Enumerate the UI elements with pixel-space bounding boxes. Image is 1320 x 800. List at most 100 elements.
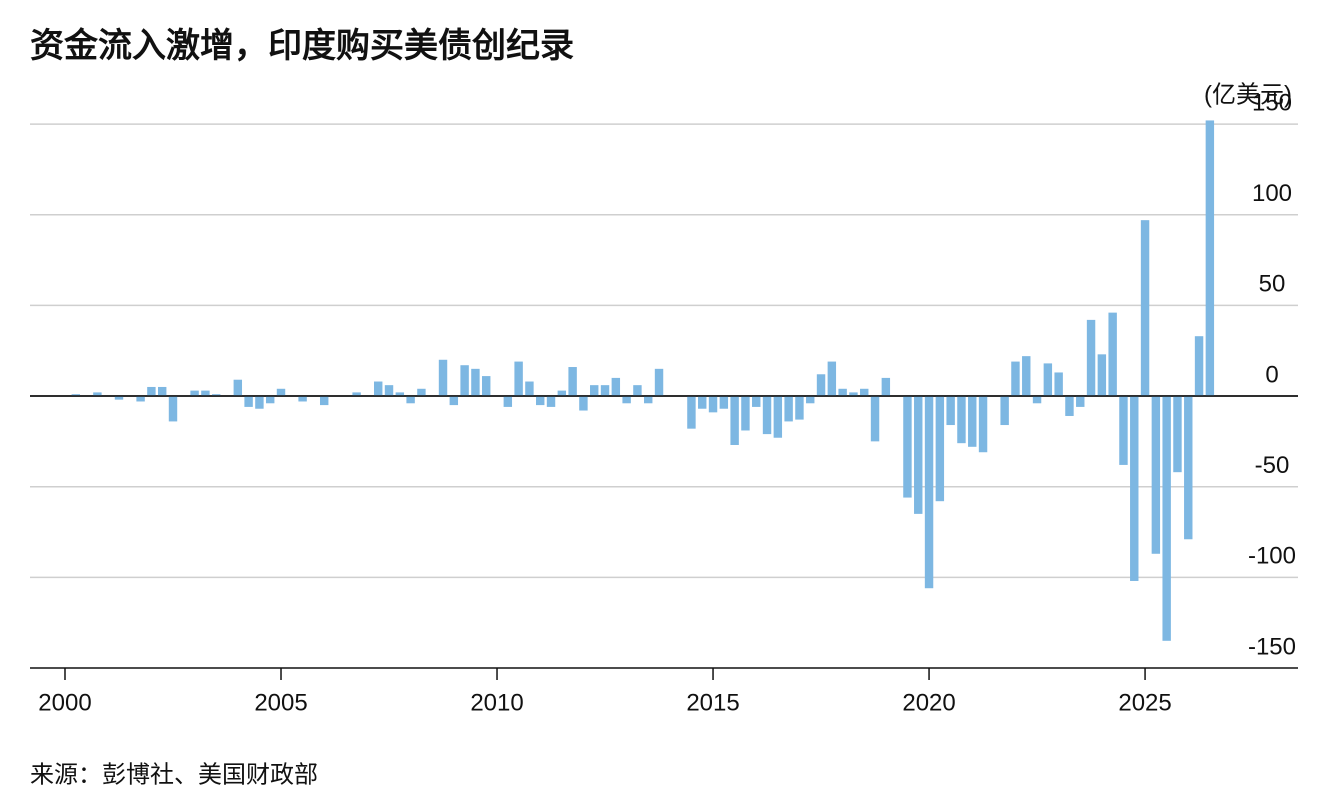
x-tick-label: 2015 <box>686 689 739 716</box>
bar <box>168 396 178 422</box>
bar <box>1043 363 1053 397</box>
bar <box>233 379 243 397</box>
bar <box>708 396 718 413</box>
bar <box>244 396 253 407</box>
bar <box>352 392 361 397</box>
bar <box>579 396 588 411</box>
bar <box>546 396 556 407</box>
bar <box>1097 354 1107 397</box>
bar <box>1194 336 1204 397</box>
y-tick-label: -100 <box>1248 543 1296 570</box>
bar <box>114 396 124 400</box>
bar <box>600 385 610 397</box>
bar <box>406 396 415 404</box>
bar <box>1205 120 1215 397</box>
bar <box>1000 396 1009 426</box>
y-tick-label: 50 <box>1259 271 1286 298</box>
bar <box>147 386 156 397</box>
y-tick-label: 100 <box>1252 180 1292 207</box>
bar <box>914 396 923 514</box>
bar <box>1065 396 1074 416</box>
chart-title: 资金流入激增，印度购买美债创纪录 <box>30 26 574 65</box>
bar <box>644 396 653 404</box>
bar <box>741 396 750 431</box>
bar <box>860 388 869 397</box>
bar <box>460 365 469 397</box>
bar <box>1162 396 1171 641</box>
y-tick-label: 0 <box>1265 361 1278 388</box>
x-tick-label: 2010 <box>470 689 523 716</box>
x-tick-label: 2000 <box>38 689 91 716</box>
bar <box>978 396 988 453</box>
bar <box>93 392 102 397</box>
bar <box>1108 312 1117 397</box>
bar <box>319 396 329 406</box>
bar <box>395 392 405 397</box>
bar <box>157 386 167 397</box>
y-tick-label: -150 <box>1248 633 1296 660</box>
bar <box>590 385 599 397</box>
bar <box>384 385 394 397</box>
bar <box>1140 220 1150 397</box>
bar <box>946 396 955 426</box>
bar <box>1130 396 1139 581</box>
x-tick-label: 2025 <box>1118 689 1171 716</box>
bar <box>773 396 783 438</box>
bar <box>482 376 491 397</box>
bar <box>968 396 977 447</box>
bar <box>784 396 793 422</box>
bar <box>1086 319 1096 397</box>
bar <box>762 396 772 435</box>
x-tick-label: 2020 <box>902 689 955 716</box>
bar <box>255 396 264 409</box>
bar <box>1022 356 1031 397</box>
bar <box>1054 372 1063 397</box>
x-tick-label: 2005 <box>254 689 307 716</box>
bar <box>1119 396 1128 465</box>
bar <box>1011 361 1020 397</box>
bar <box>568 367 577 397</box>
bar <box>654 368 664 397</box>
bar <box>719 396 729 409</box>
bar <box>827 361 837 397</box>
bar <box>806 396 815 404</box>
bar <box>211 394 221 397</box>
bar <box>838 388 847 397</box>
bar <box>698 396 707 409</box>
bar <box>449 396 459 406</box>
bar <box>438 359 448 397</box>
bar <box>752 396 761 407</box>
bar <box>71 394 81 397</box>
bar <box>276 388 286 397</box>
bar <box>514 361 523 397</box>
bar <box>622 396 631 404</box>
bar <box>633 385 642 397</box>
bar <box>536 396 545 406</box>
bar <box>816 374 826 397</box>
bar <box>611 377 621 397</box>
bar <box>471 368 480 397</box>
bar <box>417 388 426 397</box>
y-tick-label: -50 <box>1255 452 1290 479</box>
bar <box>1184 396 1193 540</box>
bar <box>525 381 534 397</box>
bar <box>957 396 966 444</box>
bar <box>870 396 880 442</box>
bar <box>265 396 275 404</box>
bar <box>730 396 739 445</box>
bar <box>849 392 858 397</box>
bar <box>924 396 934 589</box>
bar <box>136 396 145 402</box>
bar <box>1173 396 1182 473</box>
bar <box>298 396 307 402</box>
bar <box>557 390 567 397</box>
unit-label: (亿美元) <box>1204 81 1292 108</box>
source: 来源：彭博社、美国财政部 <box>30 761 318 788</box>
bar <box>374 381 383 397</box>
bar <box>190 390 199 397</box>
bar <box>881 377 891 397</box>
bar <box>201 390 210 397</box>
bar <box>903 396 912 498</box>
bar <box>935 396 945 502</box>
